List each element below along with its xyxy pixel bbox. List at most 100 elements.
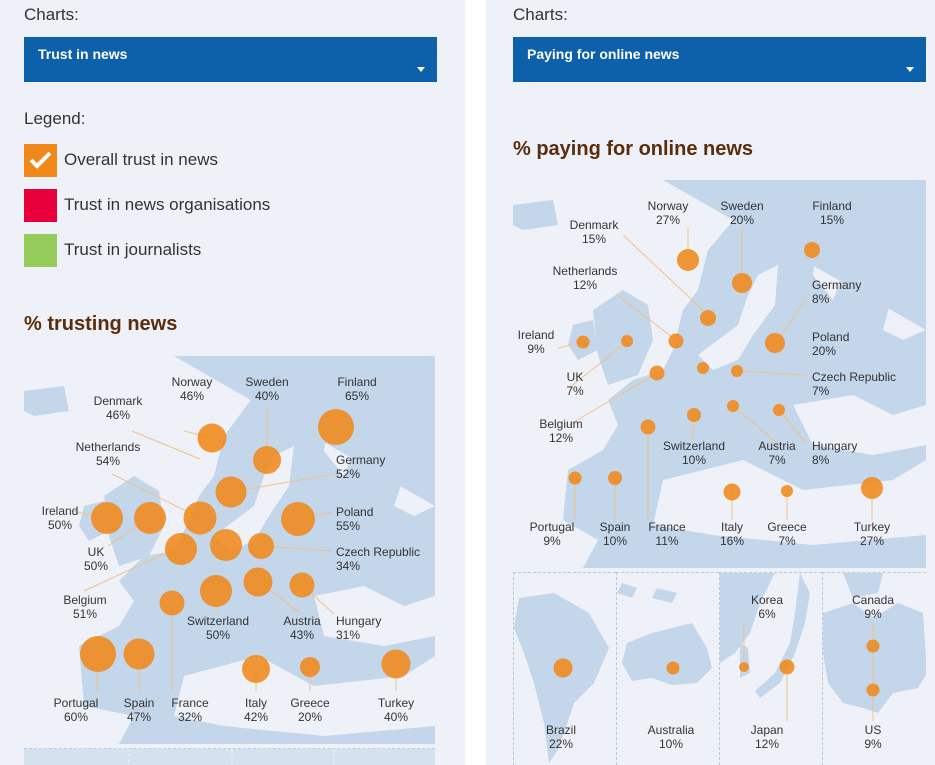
- bubble-ireland[interactable]: [91, 502, 123, 534]
- country-value: 7%: [778, 534, 796, 548]
- label-czech-republic: Czech Republic 34%: [336, 545, 420, 573]
- label-hungary: Hungary 8%: [812, 439, 857, 467]
- bubble-austria[interactable]: [243, 567, 273, 597]
- country-name: Norway: [171, 375, 213, 389]
- country-value: 43%: [289, 628, 315, 642]
- bubble-hungary[interactable]: [773, 404, 785, 416]
- country-name: Portugal: [529, 520, 575, 534]
- bubble-finland[interactable]: [804, 242, 820, 258]
- bubble-portugal[interactable]: [80, 636, 116, 672]
- bubble-denmark[interactable]: [700, 310, 716, 326]
- bubble-austria[interactable]: [727, 400, 739, 412]
- label-denmark: Denmark 15%: [570, 218, 619, 246]
- country-name: US: [864, 723, 882, 737]
- bubble-finland[interactable]: [318, 409, 354, 445]
- bubble-hungary[interactable]: [289, 572, 315, 598]
- label-germany: Germany 8%: [812, 278, 861, 306]
- bubble-belgium[interactable]: [165, 533, 197, 565]
- bubble-greece[interactable]: [300, 657, 320, 677]
- bubble-ireland[interactable]: [576, 335, 590, 349]
- bubble-sweden[interactable]: [253, 446, 281, 474]
- label-japan: Japan 12%: [751, 723, 784, 751]
- map-box-brazil: Brazil 22%: [513, 572, 616, 765]
- bubble-us[interactable]: [866, 683, 880, 697]
- country-name: Czech Republic: [812, 370, 897, 384]
- bubble-spain[interactable]: [123, 638, 155, 670]
- chart-select-dropdown[interactable]: Trust in news: [24, 37, 437, 82]
- bubble-canada[interactable]: [866, 639, 880, 653]
- label-portugal: Portugal 60%: [54, 696, 99, 724]
- bubble-germany[interactable]: [210, 529, 242, 561]
- europe-map-trust: Norway 46% Sweden 40% Finland 65% Denmark 46…: [24, 356, 435, 744]
- country-value: 6%: [758, 607, 776, 621]
- bubble-netherlands[interactable]: [183, 501, 217, 535]
- country-name: Spain: [599, 520, 631, 534]
- bubble-uk[interactable]: [134, 502, 166, 534]
- country-name: Poland: [336, 505, 374, 519]
- country-value: 8%: [812, 292, 830, 306]
- bubble-germany[interactable]: [697, 362, 709, 374]
- check-icon: [29, 151, 52, 169]
- label-denmark: Denmark 46%: [94, 394, 143, 422]
- label-norway: Norway 27%: [648, 199, 689, 227]
- country-name: Sweden: [245, 375, 289, 389]
- bubble-czech-republic[interactable]: [731, 365, 743, 377]
- label-belgium: Belgium 12%: [539, 417, 582, 445]
- bubble-france[interactable]: [159, 590, 185, 616]
- country-value: 51%: [72, 607, 98, 621]
- bubble-netherlands[interactable]: [668, 333, 684, 349]
- bubble-uk[interactable]: [621, 335, 633, 347]
- country-name: Germany: [812, 278, 862, 292]
- country-name: Denmark: [93, 394, 143, 408]
- label-germany: Germany 52%: [336, 453, 385, 481]
- legend-label: Trust in news organisations: [64, 195, 271, 214]
- label-australia: Australia 10%: [648, 723, 695, 751]
- country-name: Australia: [647, 723, 695, 737]
- bubble-japan[interactable]: [779, 659, 795, 675]
- bubble-france[interactable]: [640, 419, 656, 435]
- label-netherlands: Netherlands 12%: [553, 264, 618, 292]
- chart-select-dropdown[interactable]: Paying for online news: [513, 37, 926, 82]
- country-value: 10%: [602, 534, 628, 548]
- country-value: 11%: [655, 534, 679, 548]
- bubble-australia[interactable]: [666, 661, 680, 675]
- legend-checkbox-news-organisations[interactable]: [24, 189, 57, 222]
- country-value: 40%: [254, 389, 280, 403]
- bubble-czech-republic[interactable]: [248, 533, 274, 559]
- legend-checkbox-overall-trust[interactable]: [24, 144, 57, 177]
- bubble-sweden[interactable]: [732, 273, 752, 293]
- country-value: 15%: [819, 213, 845, 227]
- bubble-portugal[interactable]: [568, 471, 582, 485]
- legend-label: Overall trust in news: [64, 150, 218, 169]
- country-value: 47%: [126, 710, 152, 724]
- country-value: 12%: [548, 431, 574, 445]
- country-value: 7%: [566, 384, 584, 398]
- bubble-switzerland[interactable]: [200, 575, 232, 607]
- bubble-brazil[interactable]: [553, 658, 573, 678]
- country-name: Hungary: [812, 439, 858, 453]
- bubble-italy[interactable]: [242, 655, 270, 683]
- bubble-turkey[interactable]: [381, 649, 411, 679]
- bubble-italy[interactable]: [723, 483, 741, 501]
- label-norway: Norway 46%: [172, 375, 213, 403]
- label-switzerland: Switzerland 10%: [663, 439, 725, 467]
- bubble-switzerland[interactable]: [687, 408, 701, 422]
- charts-label: Charts:: [24, 5, 79, 24]
- bubble-norway[interactable]: [677, 249, 699, 271]
- bubble-denmark[interactable]: [215, 476, 247, 508]
- bubble-turkey[interactable]: [861, 477, 883, 499]
- bubble-poland[interactable]: [281, 502, 315, 536]
- country-value: 34%: [336, 559, 361, 573]
- bubble-korea[interactable]: [739, 662, 749, 672]
- bubble-norway[interactable]: [197, 423, 227, 453]
- label-italy: Italy 16%: [720, 520, 744, 548]
- bubble-belgium[interactable]: [649, 365, 665, 381]
- label-korea: Korea 6%: [751, 593, 783, 621]
- bubble-greece[interactable]: [781, 485, 793, 497]
- country-name: Hungary: [336, 614, 382, 628]
- legend-title: Legend:: [24, 109, 86, 128]
- bubble-poland[interactable]: [765, 333, 785, 353]
- country-value: 9%: [543, 534, 561, 548]
- bubble-spain[interactable]: [608, 471, 622, 485]
- legend-checkbox-journalists[interactable]: [24, 234, 57, 267]
